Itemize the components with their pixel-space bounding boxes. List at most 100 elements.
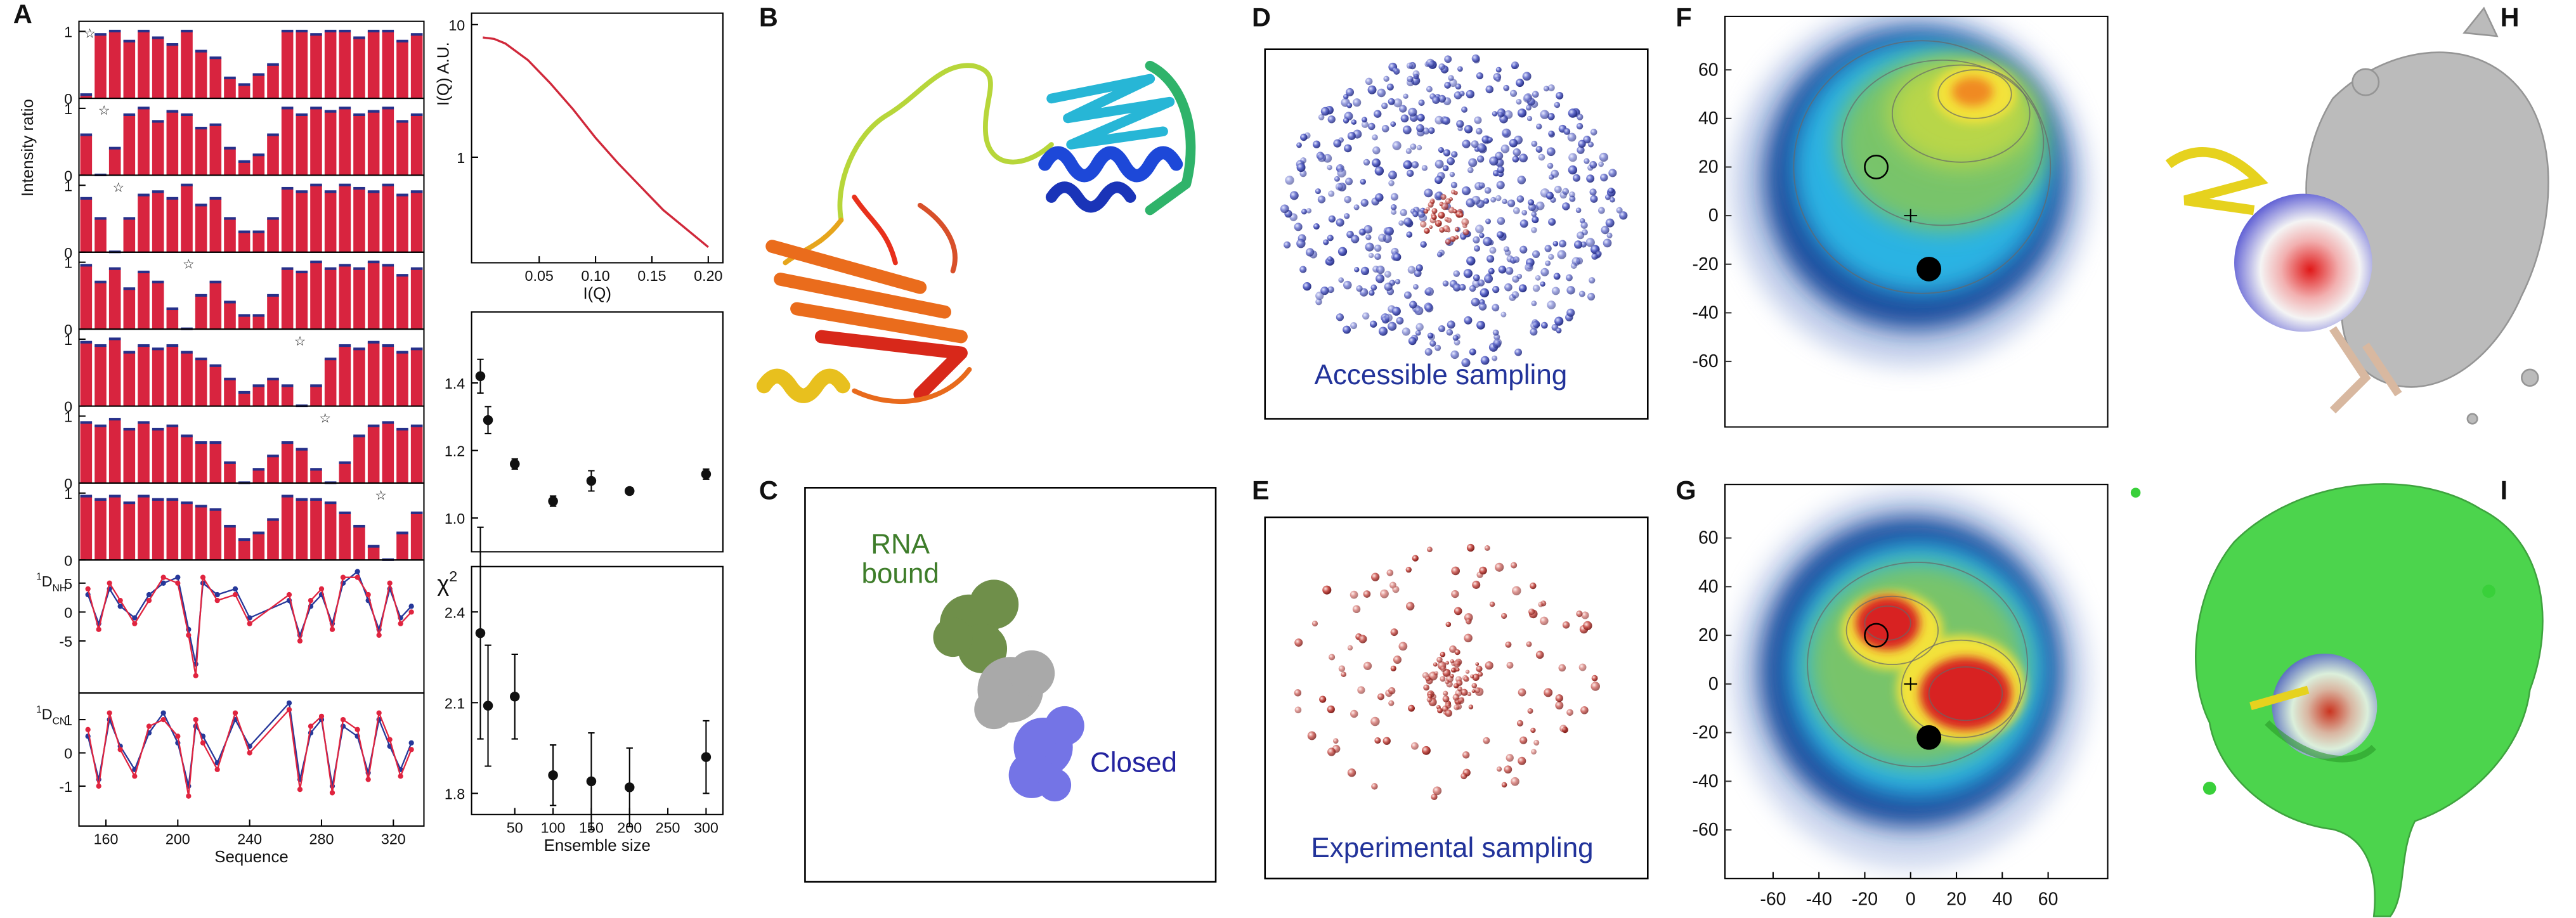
sphere [1333, 738, 1339, 744]
bar [195, 128, 207, 176]
sphere [1352, 605, 1361, 614]
bar [324, 503, 337, 560]
y-tick-label: 2.1 [445, 695, 465, 711]
sphere [1492, 304, 1500, 312]
sphere [1516, 79, 1525, 87]
sphere [1344, 144, 1352, 153]
panel-label: H [2501, 2, 2520, 32]
sphere [1521, 210, 1528, 216]
sphere [1455, 668, 1460, 672]
sphere [1590, 129, 1597, 136]
bar [267, 379, 279, 406]
bar [296, 31, 308, 99]
sphere [1566, 709, 1573, 716]
sphere [1363, 225, 1372, 234]
bar [138, 272, 150, 330]
sphere [1315, 298, 1322, 306]
panel-frame [804, 487, 1217, 883]
sphere [1440, 194, 1447, 200]
panel-label: I [2501, 475, 2508, 505]
sphere [1440, 652, 1446, 657]
sphere [1448, 75, 1454, 81]
bar-cap [166, 344, 179, 347]
sphere [1456, 120, 1464, 128]
sphere [1320, 286, 1329, 295]
sphere [1365, 77, 1373, 86]
sphere [1371, 783, 1378, 790]
bar [367, 342, 380, 406]
bar [267, 295, 279, 330]
sphere [1319, 695, 1327, 703]
contour [1807, 562, 2028, 768]
bar [80, 422, 93, 483]
state-label: Closed [1090, 747, 1177, 778]
bar [324, 269, 337, 330]
sphere [1315, 292, 1324, 301]
bar [310, 469, 322, 483]
sphere [1426, 86, 1433, 93]
bar [410, 34, 423, 99]
sphere [1450, 181, 1457, 188]
x-axis-label: Ensemble size [544, 837, 651, 855]
sphere [1433, 786, 1442, 796]
bar-cap [267, 455, 279, 458]
bar-cap [152, 280, 164, 283]
bar-cap [382, 264, 394, 267]
bar [209, 366, 222, 406]
sphere [1467, 167, 1474, 174]
sphere [1391, 209, 1397, 215]
y-tick-label: 1 [64, 255, 72, 271]
sphere [1525, 263, 1533, 272]
sphere [1485, 85, 1494, 94]
contour [1793, 40, 2052, 294]
bar-cap [310, 261, 322, 264]
sphere [1528, 199, 1535, 206]
density-map [1725, 484, 2108, 879]
data-point [355, 569, 360, 574]
bar [367, 191, 380, 252]
bar-cap [209, 364, 222, 367]
sphere [1402, 125, 1412, 134]
data-point [340, 574, 346, 580]
sphere [1548, 218, 1556, 226]
sphere [1616, 207, 1623, 214]
y-tick-label: 0 [64, 604, 72, 621]
bar [252, 75, 265, 99]
sphere [1596, 250, 1602, 257]
bar-cap [108, 418, 121, 421]
sphere [1589, 188, 1597, 196]
bar [296, 191, 308, 252]
x-tick-label: 20 [1946, 889, 1967, 909]
sphere [1370, 284, 1377, 291]
sphere [1350, 709, 1358, 718]
sphere [1516, 98, 1522, 105]
sphere [1343, 280, 1352, 290]
sphere [1350, 590, 1358, 599]
plot-frame [471, 311, 724, 553]
bar-cap [382, 107, 394, 110]
sphere [1443, 690, 1448, 696]
sphere [1473, 236, 1480, 244]
bar-cap [195, 49, 207, 53]
sphere [1434, 344, 1441, 351]
y-label-part: D [42, 706, 53, 723]
bar [281, 269, 294, 330]
spin-label-marker: ☆ [84, 26, 96, 41]
sphere [1591, 675, 1598, 682]
data-point [193, 716, 198, 723]
bar-cap [367, 340, 380, 344]
sphere [1424, 304, 1434, 313]
surface-h [2165, 6, 2549, 425]
sphere [1433, 671, 1439, 676]
sphere [1362, 312, 1370, 320]
bar [123, 352, 136, 406]
y-label-part: 2 [449, 568, 457, 585]
sphere [1374, 110, 1382, 118]
bar [267, 456, 279, 483]
bar-cap [396, 39, 408, 42]
sphere [1327, 115, 1336, 124]
sphere [1505, 267, 1514, 275]
y-tick-label: -40 [1692, 302, 1718, 323]
bar [252, 316, 265, 330]
